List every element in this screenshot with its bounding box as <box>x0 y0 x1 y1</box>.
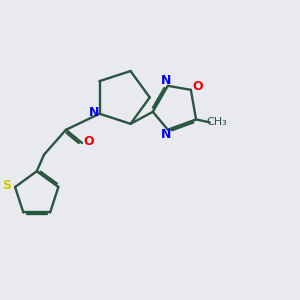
Text: N: N <box>161 128 172 142</box>
Text: N: N <box>89 106 100 119</box>
Text: O: O <box>192 80 202 93</box>
Text: N: N <box>161 74 172 87</box>
Text: O: O <box>83 135 94 148</box>
Text: CH₃: CH₃ <box>207 117 227 128</box>
Text: S: S <box>2 179 11 192</box>
